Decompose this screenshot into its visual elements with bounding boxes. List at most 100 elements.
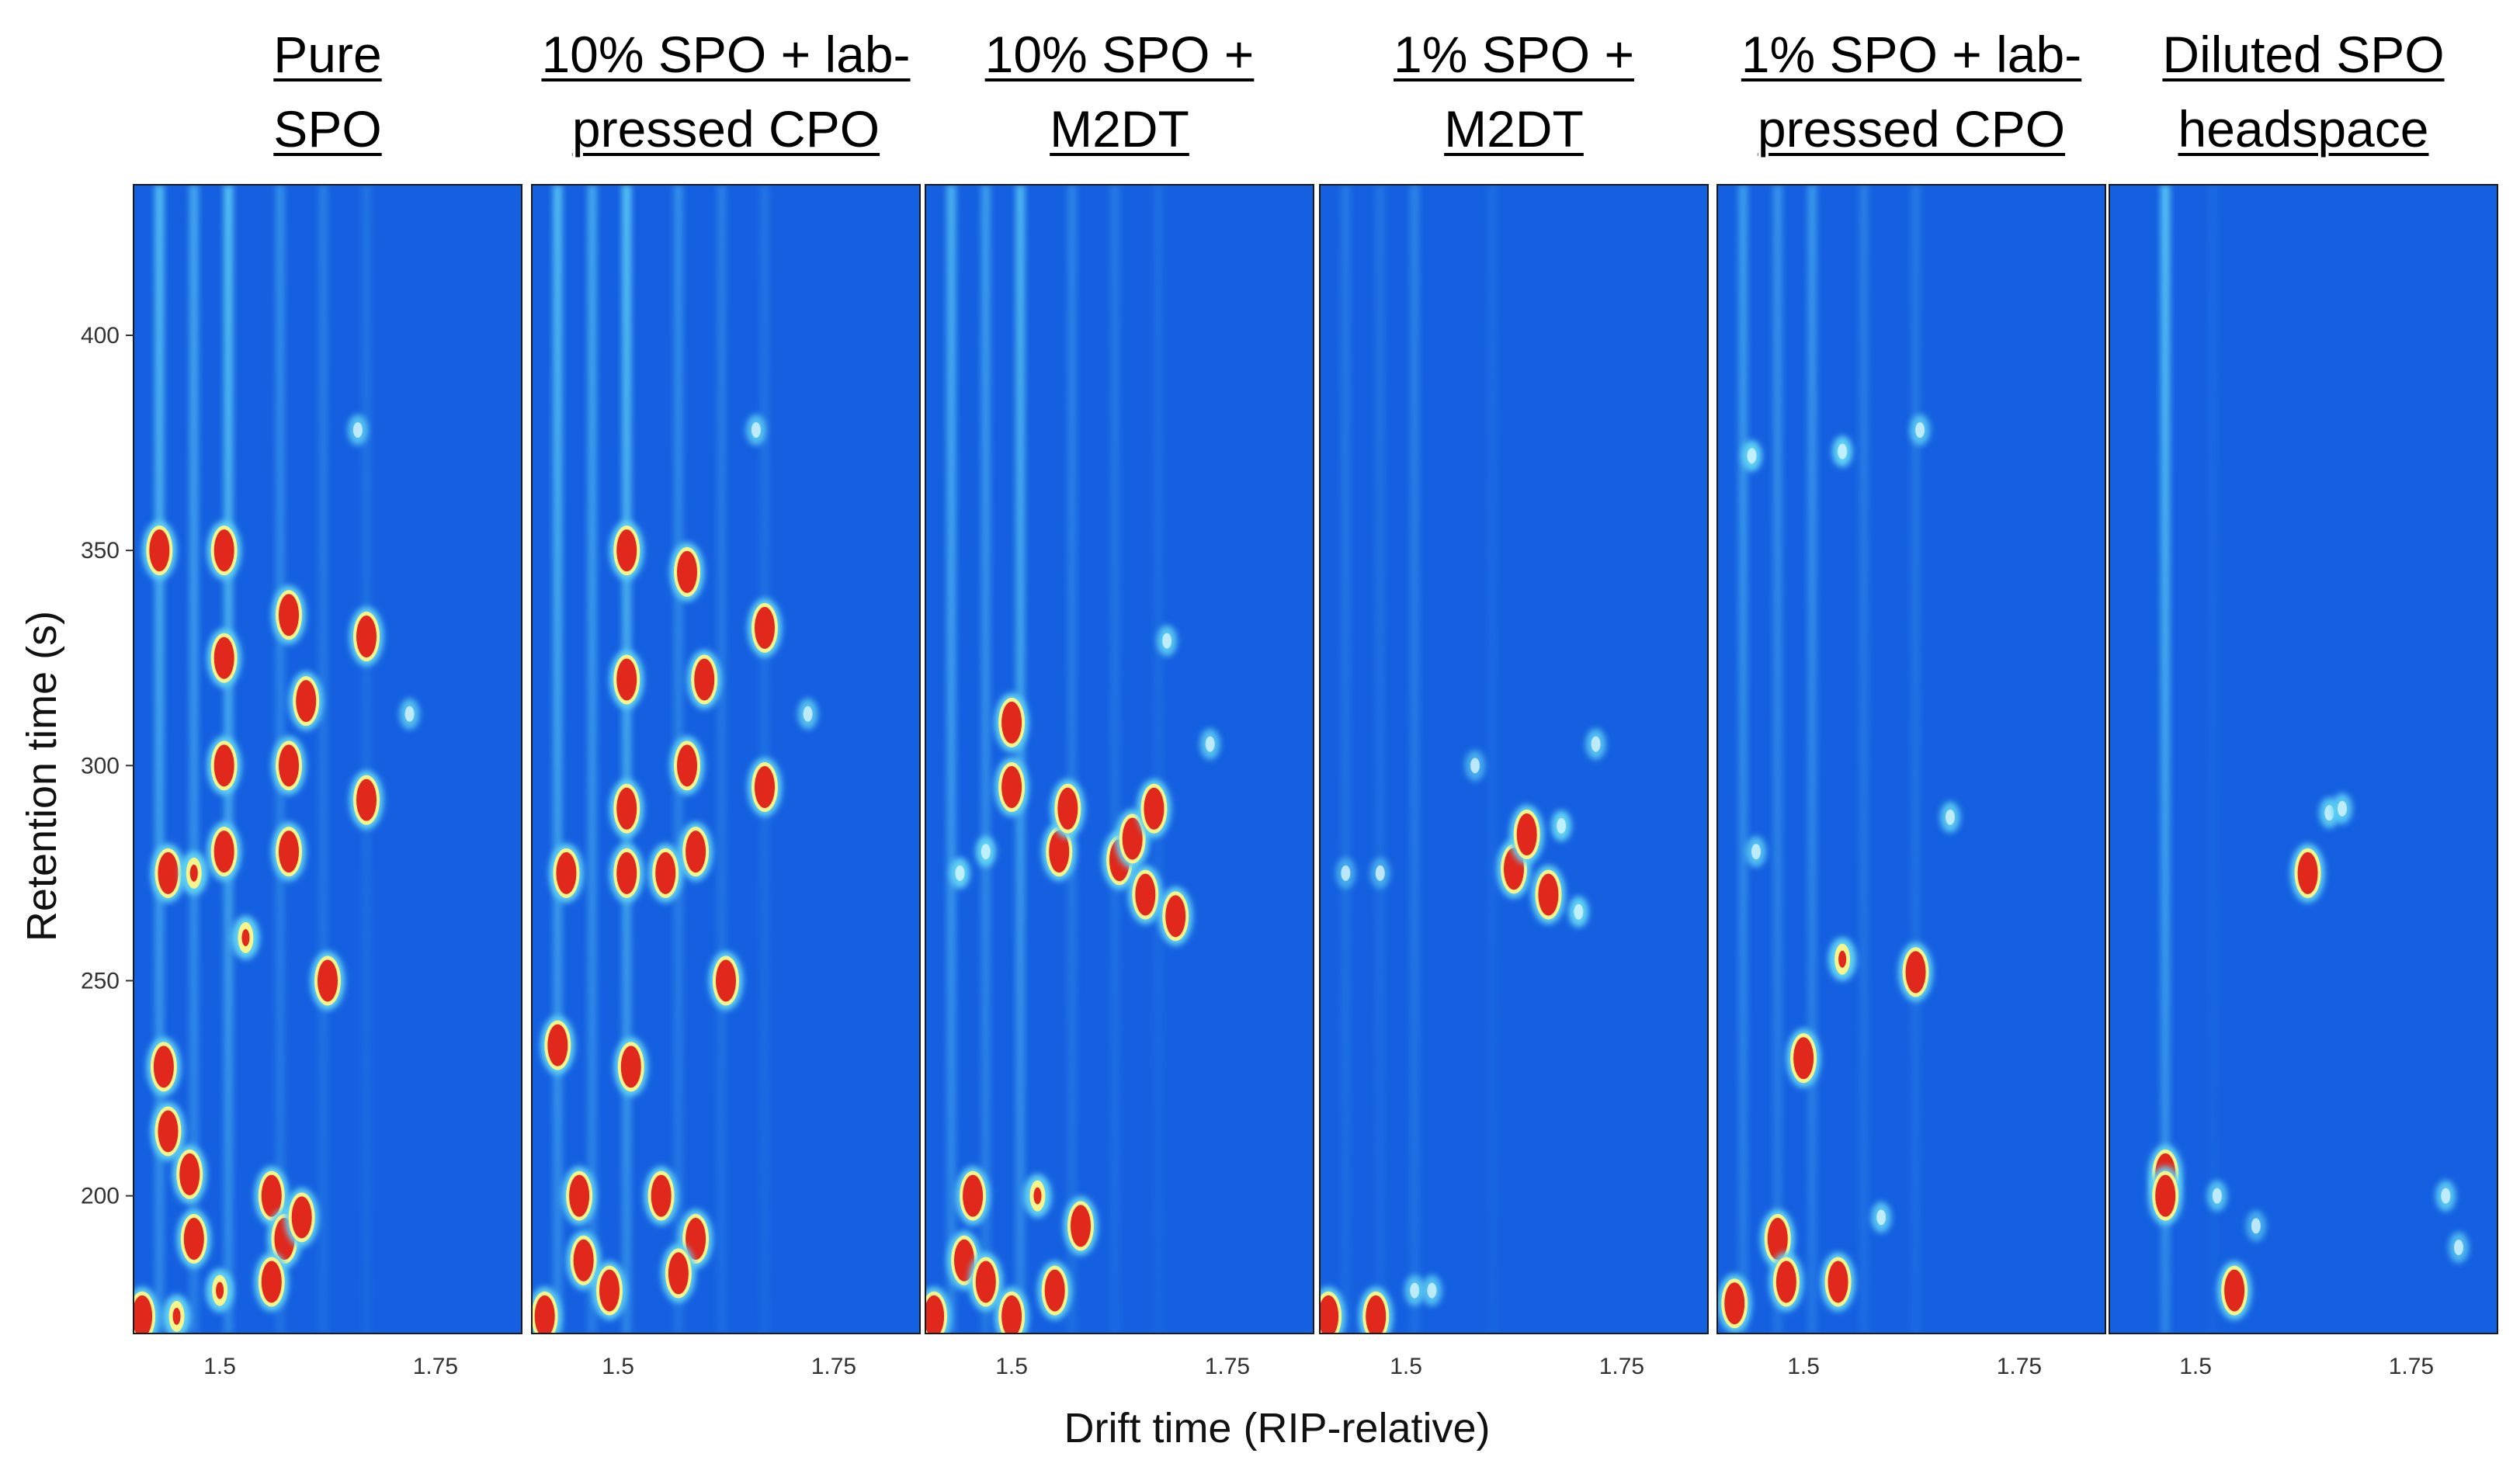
spot-mark	[349, 770, 384, 830]
streak-mark	[1154, 185, 1163, 1334]
spot-mark	[284, 1188, 319, 1247]
panel-title: 1% SPO + M2DT	[1320, 17, 1708, 166]
streak-mark	[1375, 185, 1385, 1334]
panel-frame	[1716, 184, 2106, 1334]
spot-mark	[609, 843, 644, 903]
x-tick-label: 1.5	[1390, 1354, 1422, 1379]
panel-title: 10% SPO + M2DT	[925, 17, 1314, 166]
x-axis-label: Drift time (RIP-relative)	[1064, 1405, 1490, 1451]
x-tick-label: 1.5	[995, 1354, 1028, 1379]
panel-title-line: headspace	[2178, 100, 2429, 158]
y-tick-label: 300	[81, 753, 120, 779]
spot-mark	[172, 1144, 207, 1204]
spot-mark	[670, 736, 704, 796]
heatmap-panel: 1.5 1.75	[2109, 184, 2498, 1379]
spot-mark	[797, 698, 818, 730]
spot-mark	[311, 951, 345, 1011]
spot-mark	[207, 822, 241, 882]
heatmap-panel: 1.5 1.75	[1319, 184, 1709, 1379]
panel-title-line: Pure	[273, 26, 382, 83]
spot-mark	[1199, 728, 1220, 760]
streak-mark	[1341, 185, 1351, 1334]
spot-mark	[289, 671, 324, 731]
axis-layer: Retention time (s) Drift time (RIP-relat…	[19, 323, 1491, 1451]
streak-mark	[717, 185, 727, 1334]
streak-mark	[318, 185, 328, 1334]
panel-title: Pure SPO	[134, 17, 522, 166]
spot-mark	[609, 779, 644, 838]
panel-title-line: SPO	[273, 100, 382, 158]
panel-marks	[2148, 185, 2469, 1334]
spot-mark	[206, 1268, 234, 1313]
spot-mark	[2435, 1180, 2456, 1212]
spot-mark	[151, 843, 186, 903]
spot-mark	[272, 822, 306, 882]
panel-background	[2109, 185, 2497, 1334]
spot-mark	[925, 1286, 952, 1334]
spot-mark	[231, 916, 260, 960]
spot-mark	[1421, 1275, 1442, 1306]
x-tick-label: 1.5	[1787, 1354, 1820, 1379]
spot-mark	[1551, 810, 1572, 841]
panel-title-line: M2DT	[1050, 100, 1189, 158]
streak-mark	[1807, 185, 1817, 1334]
spot-mark	[1359, 1286, 1394, 1334]
spot-mark	[644, 1166, 679, 1226]
streak-mark	[2161, 185, 2171, 1334]
spot-mark	[670, 542, 704, 602]
panel-title: Diluted SPO headspace	[2109, 17, 2497, 166]
panel-title-line: 1% SPO +	[1394, 26, 1634, 83]
spot-mark	[994, 758, 1029, 817]
streak-mark	[1410, 185, 1420, 1334]
spot-mark	[2148, 1166, 2183, 1226]
spot-mark	[1023, 1174, 1052, 1218]
spot-mark	[1910, 414, 1931, 446]
y-tick-label: 200	[81, 1184, 120, 1209]
spot-mark	[1585, 728, 1606, 760]
spot-mark	[748, 758, 782, 817]
spot-mark	[254, 1252, 289, 1312]
panel-title-line: M2DT	[1444, 100, 1584, 158]
x-tick-label: 1.5	[602, 1354, 634, 1379]
spot-mark	[207, 521, 241, 581]
spot-mark	[349, 607, 384, 667]
spot-mark	[2217, 1261, 2252, 1320]
spot-mark	[540, 1015, 575, 1075]
panel-frame	[531, 184, 921, 1334]
panel-marks	[1717, 185, 1960, 1334]
y-tick-label: 250	[81, 968, 120, 994]
x-tick-label: 1.5	[2179, 1354, 2212, 1379]
spot-mark	[1465, 750, 1485, 782]
streak-mark	[1015, 185, 1026, 1334]
spot-mark	[146, 1037, 181, 1097]
spot-mark	[1828, 937, 1857, 981]
heatmap-panel: 1.5 1.75	[925, 184, 1314, 1379]
panel-title: 1% SPO + lab-pressed CPO	[1717, 17, 2105, 166]
spot-mark	[134, 1286, 160, 1334]
spot-mark	[1369, 857, 1390, 889]
spot-mark	[949, 857, 970, 889]
panel-frame	[133, 184, 522, 1334]
spot-mark	[176, 1209, 211, 1269]
spot-mark	[956, 1166, 991, 1226]
streak-mark	[981, 185, 991, 1334]
panel-frame	[925, 184, 1314, 1334]
spot-mark	[609, 521, 644, 581]
panel-title-line: 10% SPO + lab-	[541, 26, 911, 83]
spot-mark	[562, 1166, 597, 1226]
spot-mark	[1898, 942, 1933, 1002]
spot-mark	[1509, 805, 1544, 865]
streak-mark	[1738, 185, 1748, 1334]
x-tick-label: 1.75	[2389, 1354, 2434, 1379]
streak-mark	[1859, 185, 1869, 1334]
spot-mark	[2332, 792, 2352, 824]
spot-mark	[1568, 896, 1589, 928]
panels-layer: 1.5 1.75 1.5 1.75 1.5 1.75 1.5 1.75 1.5 1.75 1.5 1.…	[133, 184, 2498, 1379]
streak-mark	[622, 185, 632, 1334]
spot-mark	[1769, 1252, 1803, 1312]
streak-mark	[1772, 185, 1782, 1334]
streak-mark	[154, 185, 165, 1334]
streak-mark	[587, 185, 597, 1334]
panel-title-line: pressed CPO	[1757, 100, 2066, 158]
